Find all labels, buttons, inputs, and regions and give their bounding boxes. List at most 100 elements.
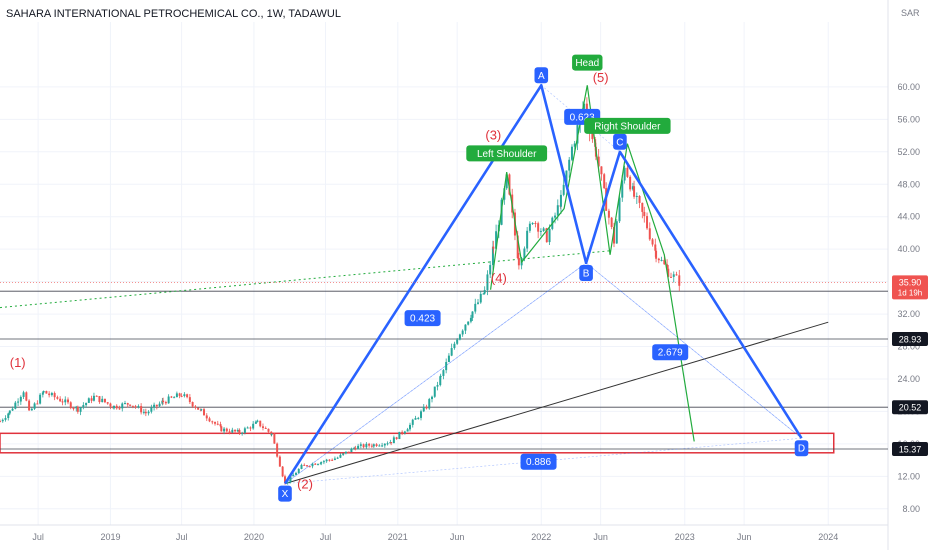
candle-body [623, 167, 626, 181]
candle-body [425, 406, 428, 409]
candle-body [359, 444, 362, 446]
pattern-point-x-group: X [278, 485, 292, 502]
x-tick-label: 2023 [675, 532, 695, 542]
candle-body [453, 343, 456, 349]
candle-body [243, 428, 246, 433]
candle-body [267, 428, 270, 432]
candle-body [252, 423, 255, 429]
candle-body [203, 409, 206, 416]
candle-body [214, 422, 217, 424]
pattern-point-x-box [278, 485, 292, 502]
y-tick-label: 24.00 [897, 374, 920, 384]
pattern-point-b: B [583, 268, 590, 279]
candle-body [436, 385, 439, 387]
hs-label-box [584, 117, 671, 134]
candle-body [591, 132, 594, 140]
candle-body [17, 401, 20, 403]
candle-body [249, 427, 252, 429]
candle-body [219, 424, 222, 427]
candle-body [92, 395, 95, 401]
candle-body [276, 443, 279, 457]
candle-body [375, 444, 378, 447]
candle-body [129, 404, 132, 406]
candle-body [559, 194, 562, 207]
candle-body [144, 411, 147, 414]
candle-body [556, 205, 559, 216]
candle-body [414, 418, 417, 420]
candle-body [82, 405, 85, 408]
wave-label: (4) [491, 270, 507, 285]
candle-body [613, 227, 616, 244]
current-price-text: 35.90 [899, 277, 922, 287]
candle-body [175, 393, 178, 398]
hs-label-box [466, 145, 548, 162]
level-label-text: 15.37 [899, 444, 922, 454]
level-label-box [892, 331, 928, 346]
candle-body [610, 217, 613, 228]
candle-body [164, 402, 167, 404]
candle-body [641, 202, 644, 212]
ratio-label-box [520, 453, 557, 470]
candle-body [142, 411, 145, 413]
candle-body [297, 468, 300, 473]
candle-body [675, 274, 678, 276]
candle-body [53, 393, 56, 398]
pattern-point-d: D [798, 444, 805, 455]
candle-body [483, 289, 486, 294]
candle-body [101, 398, 104, 403]
ratio-label-group: 0.886 [520, 453, 557, 470]
candle-body [225, 428, 228, 432]
wave-label: (3) [485, 128, 501, 143]
candle-body [651, 239, 654, 245]
candle-body [61, 401, 64, 403]
y-tick-label: 48.00 [897, 179, 920, 189]
candle-body [28, 400, 31, 411]
candle-body [289, 476, 292, 482]
candle-body [106, 402, 109, 404]
candle-body [155, 404, 158, 407]
candle-body [197, 407, 200, 410]
candle-body [79, 407, 82, 412]
candle-body [48, 393, 51, 396]
candle-body [517, 258, 520, 266]
candle-body [597, 156, 600, 167]
candle-body [565, 170, 568, 185]
candle-body [0, 421, 1, 423]
candle-body [90, 398, 93, 401]
current-price-box [892, 275, 928, 300]
candle-body [208, 418, 211, 422]
pattern-point-a-group: A [534, 67, 549, 84]
candle-body [411, 419, 414, 425]
candle-body [562, 184, 565, 195]
candle-body [339, 454, 342, 458]
candle-body [246, 427, 249, 429]
candle-body [357, 445, 360, 450]
candle-body [306, 465, 309, 467]
candle-body [320, 462, 323, 464]
candle-body [631, 186, 634, 190]
candle-body [140, 406, 143, 413]
candle-body [56, 397, 59, 399]
candle-body [121, 403, 124, 409]
candle-body [150, 407, 153, 412]
candle-body [42, 390, 45, 393]
candle-body [223, 428, 226, 432]
candle-body [308, 466, 311, 468]
pattern-point-a-box [534, 67, 549, 84]
candle-body [173, 397, 176, 399]
hs-label-group: Right Shoulder [584, 117, 671, 134]
candle-body [570, 146, 573, 160]
candle-body [33, 403, 36, 409]
candle-body [191, 402, 194, 407]
candle-body [188, 397, 191, 403]
candle-body [241, 432, 244, 434]
candle-body [234, 429, 237, 432]
grid-lines [0, 22, 888, 525]
candle-body [422, 406, 425, 412]
wave-label: (1) [10, 355, 26, 370]
xabcd-triangle [585, 151, 802, 439]
x-tick-label: Jul [320, 532, 332, 542]
